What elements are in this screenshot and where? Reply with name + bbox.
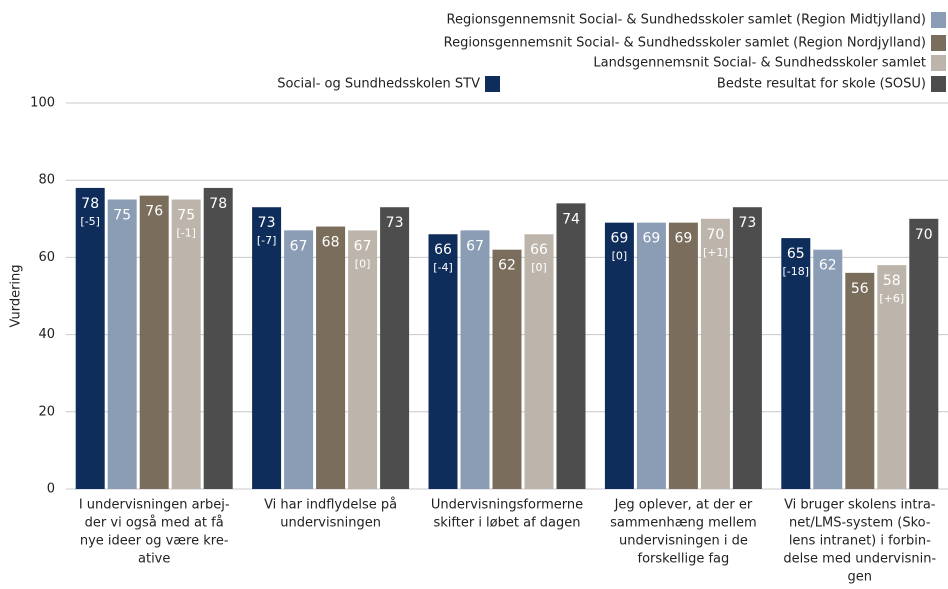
value-label: 78 <box>81 196 99 212</box>
x-tick-label: Vi bruger skolens intra- <box>784 498 936 513</box>
bar <box>284 230 314 489</box>
x-tick-label: sammenhæng mellem <box>610 516 756 531</box>
legend-swatch <box>931 55 946 71</box>
bar <box>524 234 554 489</box>
value-label: 67 <box>354 238 372 254</box>
bar <box>845 272 875 489</box>
bar <box>492 249 522 489</box>
value-label: 66 <box>434 242 452 258</box>
x-tick-label: undervisningen <box>280 516 381 531</box>
x-tick-label: gen <box>848 570 873 585</box>
y-tick-label: 100 <box>30 96 55 111</box>
value-label: 69 <box>610 231 628 247</box>
bar <box>380 207 410 489</box>
value-label: 73 <box>258 215 276 231</box>
bar <box>668 222 698 489</box>
bar <box>813 249 843 489</box>
y-tick-label: 40 <box>38 327 55 342</box>
bar <box>203 187 233 490</box>
bar <box>316 226 346 489</box>
bar <box>171 199 201 489</box>
bar <box>428 234 458 489</box>
bar <box>460 230 490 489</box>
annotation: [-4] <box>433 261 453 274</box>
value-label: 78 <box>209 196 227 212</box>
x-tick-label: delse med undervisnin- <box>783 552 936 567</box>
bar <box>636 222 666 489</box>
y-tick-label: 20 <box>38 404 55 419</box>
x-tick-label: Undervisningsformerne <box>431 498 583 513</box>
annotation: [0] <box>355 257 371 270</box>
x-tick-label: net/LMS-system (Sko- <box>789 516 931 531</box>
value-label: 67 <box>466 238 484 254</box>
legend-label: Regionsgennemsnit Social- & Sundhedsskol… <box>447 13 926 28</box>
annotation: [0] <box>612 250 628 263</box>
bar <box>348 230 378 489</box>
x-tick-label: forskellige fag <box>638 552 730 567</box>
legend-swatch <box>931 12 946 28</box>
x-tick-label: undervisningen i de <box>619 534 748 549</box>
annotation: [+6] <box>879 292 904 305</box>
value-label: 68 <box>322 235 340 251</box>
x-tick-label: Jeg oplever, at der er <box>614 498 753 513</box>
x-tick-label: Vi har indflydelse på <box>264 498 397 513</box>
value-label: 65 <box>787 246 805 262</box>
bar <box>107 199 137 489</box>
value-label: 76 <box>145 204 163 220</box>
x-tick-label: skifter i løbet af dagen <box>433 516 580 531</box>
bar <box>139 195 169 489</box>
y-tick-label: 60 <box>38 250 55 265</box>
y-tick-label: 80 <box>38 173 55 188</box>
x-tick-label: ative <box>138 552 170 567</box>
bar <box>75 187 105 490</box>
value-label: 70 <box>706 227 724 243</box>
legend-label: Social- og Sundhedsskolen STV <box>277 77 480 92</box>
annotation: [-1] <box>176 227 196 240</box>
value-label: 66 <box>530 242 548 258</box>
annotation: [0] <box>531 261 547 274</box>
annotation: [-18] <box>783 265 810 278</box>
legend-label: Landsgennemsnit Social- & Sundhedsskoler… <box>593 56 926 71</box>
bar <box>556 203 586 490</box>
value-label: 73 <box>738 215 756 231</box>
x-tick-label: I undervisningen arbej- <box>79 498 230 513</box>
value-label: 62 <box>498 258 516 274</box>
legend-swatch <box>931 35 946 51</box>
x-tick-label: nye ideer og være kre- <box>80 534 229 549</box>
value-label: 73 <box>386 215 404 231</box>
bar <box>700 218 730 490</box>
legend-swatch <box>485 76 500 92</box>
annotation: [+1] <box>703 246 728 259</box>
bar <box>732 207 762 489</box>
bar <box>252 207 282 489</box>
value-label: 69 <box>674 231 692 247</box>
legend-label: Regionsgennemsnit Social- & Sundhedsskol… <box>444 36 926 51</box>
x-tick-label: der vi også med at få <box>85 516 224 531</box>
value-label: 74 <box>562 211 580 227</box>
y-axis-label: Vurdering <box>9 264 24 327</box>
y-tick-label: 0 <box>47 482 55 497</box>
annotation: [-5] <box>80 215 100 228</box>
annotation: [-7] <box>257 234 277 247</box>
value-label: 58 <box>883 273 901 289</box>
bar <box>909 218 939 490</box>
legend-label: Bedste resultat for skole (SOSU) <box>717 77 926 92</box>
value-label: 70 <box>915 227 933 243</box>
value-label: 75 <box>177 208 195 224</box>
value-label: 75 <box>113 208 131 224</box>
bar <box>877 265 907 489</box>
value-label: 67 <box>290 238 308 254</box>
value-label: 56 <box>851 281 869 297</box>
bar <box>781 238 811 489</box>
x-tick-label: lens intranet) i forbin- <box>789 534 931 549</box>
value-label: 69 <box>642 231 660 247</box>
legend-swatch <box>931 76 946 92</box>
bar <box>604 222 634 489</box>
value-label: 62 <box>819 258 837 274</box>
